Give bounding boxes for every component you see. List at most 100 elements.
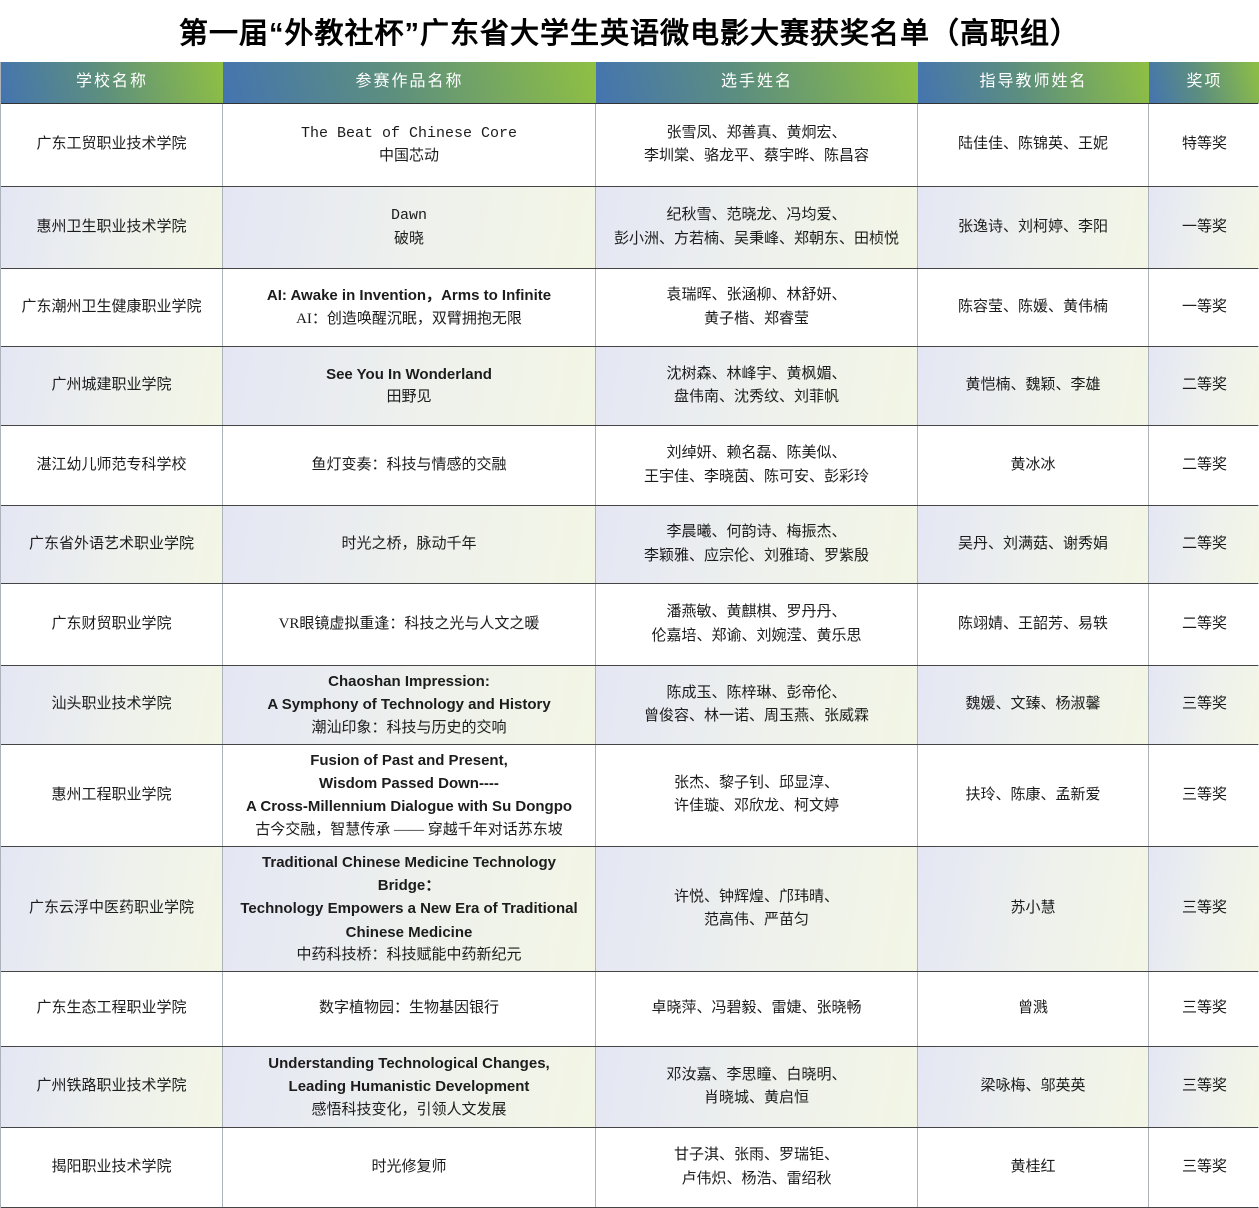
school-cell: 广东省外语艺术职业学院 bbox=[1, 506, 223, 583]
work-cell: 数字植物园：生物基因银行 bbox=[223, 972, 596, 1046]
school-cell: 广东潮州卫生健康职业学院 bbox=[1, 269, 223, 346]
teachers-cell: 梁咏梅、邬英英 bbox=[918, 1047, 1149, 1127]
work-line: Leading Humanistic Development bbox=[288, 1078, 530, 1096]
work-cell: 鱼灯变奏：科技与情感的交融 bbox=[223, 426, 596, 505]
award-cell: 二等奖 bbox=[1149, 426, 1259, 505]
teachers-cell: 扶玲、陈康、孟新爱 bbox=[918, 744, 1149, 846]
school-cell: 汕头职业技术学院 bbox=[1, 666, 223, 744]
work-cell: 时光修复师 bbox=[223, 1128, 596, 1207]
contestants-cell: 张雪凤、郑善真、黄炯宏、 李圳棠、骆龙平、蔡宇晔、陈昌容 bbox=[596, 104, 918, 186]
work-line: Wisdom Passed Down---- bbox=[319, 775, 499, 792]
teacher-names: 曾溅 bbox=[1017, 1000, 1048, 1017]
work-cell: The Beat of Chinese Core 中国芯动 bbox=[223, 104, 596, 186]
work-line: Chinese Medicine bbox=[345, 923, 473, 941]
work-cell: Fusion of Past and Present, Wisdom Passe… bbox=[223, 744, 596, 846]
table-row: 广东生态工程职业学院 数字植物园：生物基因银行 卓晓萍、冯碧毅、雷婕、张晓畅 曾… bbox=[1, 972, 1259, 1047]
award-cell: 特等奖 bbox=[1149, 104, 1259, 186]
award-label: 一等奖 bbox=[1181, 298, 1227, 315]
contestant-names: 张雪凤、郑善真、黄炯宏、 李圳棠、骆龙平、蔡宇晔、陈昌容 bbox=[643, 124, 869, 164]
contestants-cell: 刘绰妍、赖名磊、陈美似、 王宇佳、李晓茵、陈可安、彭彩玲 bbox=[596, 426, 918, 505]
work-line: 中国芯动 bbox=[378, 148, 439, 164]
work-line: 感悟科技变化，引领人文发展 bbox=[311, 1101, 507, 1118]
work-line: AI：创造唤醒沉眠，双臂拥抱无限 bbox=[296, 310, 522, 327]
teachers-cell: 黄冰冰 bbox=[918, 426, 1149, 505]
work-line: Fusion of Past and Present, bbox=[310, 751, 508, 769]
school-cell: 惠州工程职业学院 bbox=[1, 744, 223, 846]
school-cell: 揭阳职业技术学院 bbox=[1, 1128, 223, 1207]
teacher-names: 吴丹、刘满菇、谢秀娟 bbox=[957, 535, 1108, 552]
contestant-names: 张杰、黎子钊、邱显淳、 许佳璇、邓欣龙、柯文婷 bbox=[673, 775, 839, 815]
award-label: 三等奖 bbox=[1181, 1000, 1227, 1017]
award-cell: 一等奖 bbox=[1149, 269, 1259, 346]
school-name: 广东省外语艺术职业学院 bbox=[28, 535, 194, 552]
table-row: 惠州卫生职业技术学院 Dawn 破晓 纪秋雪、范晓龙、冯均爱、 彭小洲、方若楠、… bbox=[1, 187, 1259, 269]
work-line: 破晓 bbox=[393, 230, 424, 247]
teachers-cell: 陆佳佳、陈锦英、王妮 bbox=[918, 104, 1149, 186]
school-name: 广东工贸职业技术学院 bbox=[36, 136, 187, 153]
contestants-cell: 甘子淇、张雨、罗瑞钜、 卢伟炽、杨浩、雷绍秋 bbox=[596, 1128, 918, 1207]
teachers-cell: 曾溅 bbox=[918, 972, 1149, 1046]
header-cell-contestants: 选手姓名 bbox=[596, 62, 918, 103]
awards-table: 学校名称 参赛作品名称 选手姓名 指导教师姓名 奖项 广东工贸职业技术学院 Th… bbox=[0, 62, 1259, 1208]
contestant-names: 许悦、钟辉煌、邝玮晴、 范高伟、严苗匀 bbox=[673, 888, 839, 928]
teachers-cell: 张逸诗、刘柯婷、李阳 bbox=[918, 187, 1149, 268]
award-cell: 三等奖 bbox=[1149, 1047, 1259, 1127]
contestant-names: 潘燕敏、黄麒棋、罗丹丹、 伦嘉培、郑谕、刘婉滢、黄乐思 bbox=[651, 604, 862, 644]
work-line: 鱼灯变奏：科技与情感的交融 bbox=[311, 456, 507, 473]
title-bar: 第一届“外教社杯”广东省大学生英语微电影大赛获奖名单（高职组） bbox=[0, 0, 1259, 62]
school-name: 广东潮州卫生健康职业学院 bbox=[21, 298, 202, 315]
school-cell: 广州铁路职业技术学院 bbox=[1, 1047, 223, 1127]
contestant-names: 甘子淇、张雨、罗瑞钜、 卢伟炽、杨浩、雷绍秋 bbox=[673, 1147, 839, 1187]
work-line: 潮汕印象：科技与历史的交响 bbox=[311, 719, 507, 736]
school-name: 惠州工程职业学院 bbox=[51, 786, 172, 803]
contestant-names: 陈成玉、陈梓琳、彭帝伦、 曾俊容、林一诺、周玉燕、张威霖 bbox=[643, 684, 869, 724]
contestant-names: 卓晓萍、冯碧毅、雷婕、张晓畅 bbox=[651, 1000, 862, 1017]
table-row: 广东财贸职业学院 VR眼镜虚拟重逢：科技之光与人文之暖 潘燕敏、黄麒棋、罗丹丹、… bbox=[1, 584, 1259, 666]
work-line: AI: Awake in Invention，Arms to Infinite bbox=[266, 287, 552, 305]
contestants-cell: 纪秋雪、范晓龙、冯均爱、 彭小洲、方若楠、吴秉峰、郑朝东、田桢悦 bbox=[596, 187, 918, 268]
work-line: See You In Wonderland bbox=[326, 365, 492, 383]
award-label: 二等奖 bbox=[1181, 377, 1227, 394]
work-line: Traditional Chinese Medicine Technology … bbox=[262, 853, 556, 894]
table-row: 揭阳职业技术学院 时光修复师 甘子淇、张雨、罗瑞钜、 卢伟炽、杨浩、雷绍秋 黄桂… bbox=[1, 1128, 1259, 1208]
award-label: 三等奖 bbox=[1181, 1078, 1227, 1095]
work-cell: Traditional Chinese Medicine Technology … bbox=[223, 846, 596, 971]
work-cell: See You In Wonderland 田野见 bbox=[223, 347, 596, 425]
table-row: 汕头职业技术学院 Chaoshan Impression: A Symphony… bbox=[1, 666, 1259, 745]
header-cell-work: 参赛作品名称 bbox=[223, 62, 596, 103]
table-row: 广东省外语艺术职业学院 时光之桥，脉动千年 李晨曦、何韵诗、梅振杰、 李颖雅、应… bbox=[1, 506, 1259, 584]
work-line: A Symphony of Technology and History bbox=[267, 696, 551, 714]
school-cell: 惠州卫生职业技术学院 bbox=[1, 187, 223, 268]
contestants-cell: 陈成玉、陈梓琳、彭帝伦、 曾俊容、林一诺、周玉燕、张威霖 bbox=[596, 666, 918, 744]
header-cell-school: 学校名称 bbox=[1, 62, 223, 103]
work-cell: Dawn 破晓 bbox=[223, 187, 596, 268]
work-line: 古今交融，智慧传承 —— 穿越千年对话苏东坡 bbox=[255, 821, 563, 838]
table-row: 广东潮州卫生健康职业学院 AI: Awake in Invention，Arms… bbox=[1, 269, 1259, 347]
award-cell: 三等奖 bbox=[1149, 744, 1259, 846]
work-line: Technology Empowers a New Era of Traditi… bbox=[240, 900, 578, 918]
school-name: 汕头职业技术学院 bbox=[51, 696, 172, 713]
work-line: 时光之桥，脉动千年 bbox=[341, 535, 477, 552]
school-cell: 广东工贸职业技术学院 bbox=[1, 104, 223, 186]
school-cell: 广东云浮中医药职业学院 bbox=[1, 846, 223, 971]
work-line: Dawn bbox=[390, 207, 427, 225]
school-cell: 广东财贸职业学院 bbox=[1, 584, 223, 665]
contestants-cell: 潘燕敏、黄麒棋、罗丹丹、 伦嘉培、郑谕、刘婉滢、黄乐思 bbox=[596, 584, 918, 665]
contestant-names: 邓汝嘉、李思瞳、白晓明、 肖晓城、黄启恒 bbox=[666, 1066, 847, 1106]
teacher-names: 黄桂红 bbox=[1010, 1158, 1056, 1175]
award-label: 三等奖 bbox=[1181, 786, 1227, 803]
contestant-names: 刘绰妍、赖名磊、陈美似、 王宇佳、李晓茵、陈可安、彭彩玲 bbox=[643, 445, 869, 485]
contestants-cell: 袁瑞晖、张涵柳、林舒妍、 黄子楷、郑睿莹 bbox=[596, 269, 918, 346]
work-line: 田野见 bbox=[386, 389, 432, 405]
work-line: 中药科技桥：科技赋能中药新纪元 bbox=[296, 946, 522, 963]
contestants-cell: 李晨曦、何韵诗、梅振杰、 李颖雅、应宗伦、刘雅琦、罗紫殷 bbox=[596, 506, 918, 583]
teacher-names: 黄冰冰 bbox=[1010, 456, 1056, 473]
header-row: 学校名称 参赛作品名称 选手姓名 指导教师姓名 奖项 bbox=[1, 62, 1259, 104]
award-cell: 二等奖 bbox=[1149, 584, 1259, 665]
teachers-cell: 黄恺楠、魏颖、李雄 bbox=[918, 347, 1149, 425]
school-name: 广州铁路职业技术学院 bbox=[36, 1078, 187, 1095]
work-cell: Chaoshan Impression: A Symphony of Techn… bbox=[223, 666, 596, 744]
page-title: 第一届“外教社杯”广东省大学生英语微电影大赛获奖名单（高职组） bbox=[178, 18, 1080, 50]
teacher-names: 陈翊婧、王韶芳、易轶 bbox=[957, 615, 1108, 632]
